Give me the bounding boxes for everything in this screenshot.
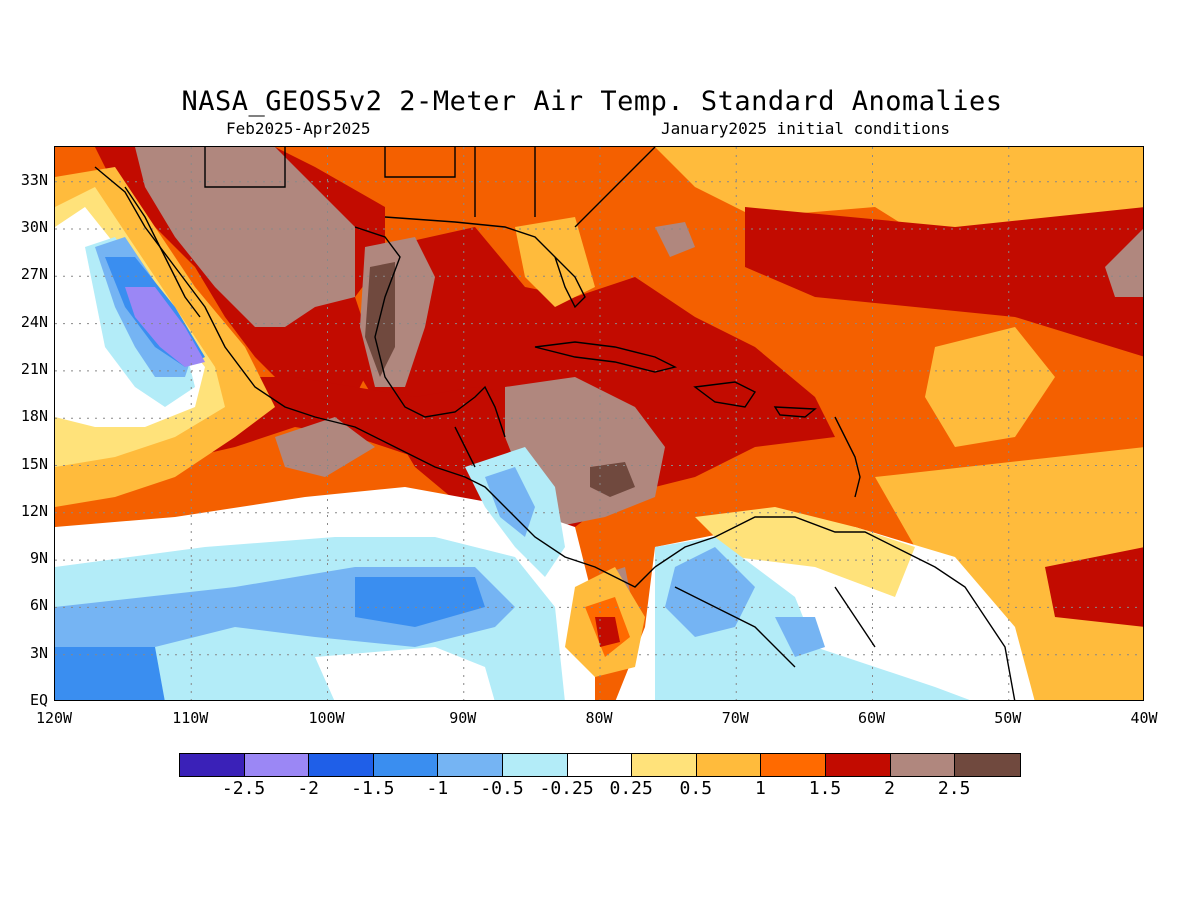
region-cool-mid-equator <box>55 647 165 700</box>
latitude-label: 27N <box>20 265 48 284</box>
coastline-south-america <box>654 516 1016 700</box>
colorbar-swatch <box>825 754 891 776</box>
coastline-cuba <box>534 341 678 373</box>
map-gridlines <box>55 147 1143 700</box>
longitude-label: 50W <box>994 709 1022 727</box>
colorbar-tick-label: 0.25 <box>609 778 653 799</box>
longitude-label: 70W <box>721 709 749 727</box>
region-cool-low-costa-rica <box>485 467 535 537</box>
latitude-label: 21N <box>20 359 48 378</box>
latitude-label: 9N <box>29 549 48 568</box>
latitude-label: 30N <box>20 218 48 236</box>
colorbar-swatch <box>761 754 826 776</box>
colorbar-swatch <box>309 754 374 776</box>
colorbar-swatch <box>244 754 310 776</box>
region-warm-high-colombia-coast <box>595 617 620 647</box>
colorbar-swatch <box>438 754 503 776</box>
coastline-lesser-antilles <box>834 416 861 498</box>
coastline-florida <box>384 216 586 309</box>
border-guatemala <box>454 426 476 468</box>
region-warm-very-high-central-america <box>275 417 375 477</box>
latitude-label: 18N <box>20 407 48 426</box>
region-warm-very-high-sargasso <box>655 222 695 257</box>
border-south-america <box>674 586 876 668</box>
longitude-label: 80W <box>585 709 613 727</box>
latitude-label: 33N <box>20 170 48 189</box>
latitude-label: 15N <box>20 454 48 473</box>
colorbar-tick-label: -0.5 <box>480 778 524 799</box>
longitude-label: 90W <box>449 709 477 727</box>
region-warm-extreme-caribbean <box>590 462 635 497</box>
colorbar-swatch <box>696 754 762 776</box>
region-warm-very-high-mexico <box>135 147 355 327</box>
region-cool-low-south-america <box>665 547 755 637</box>
longitude-label: 40W <box>1130 709 1158 727</box>
region-cool-very-high-pacific <box>125 287 205 367</box>
border-mexico-us <box>204 147 286 188</box>
colorbar-tick-label: 1.5 <box>808 778 842 799</box>
initial-conditions: January2025 initial conditions <box>661 119 950 138</box>
latitude-label: 24N <box>20 312 48 331</box>
colorbar-tick-label: 0.5 <box>679 778 713 799</box>
longitude-label: 110W <box>172 709 209 727</box>
coastline-gulf-of-mexico <box>354 226 506 438</box>
anomaly-map <box>54 146 1144 701</box>
coastlines <box>94 147 1016 700</box>
colorbar-tick-label: -1 <box>426 778 449 799</box>
region-warm-low-florida <box>515 217 595 307</box>
region-cool-low-amazon <box>775 617 825 657</box>
colorbar-tick-label: -2.5 <box>221 778 266 799</box>
colorbar-swatch <box>632 754 697 776</box>
region-warm-slight-south-america <box>695 507 915 597</box>
region-neutral-equator <box>315 647 495 700</box>
colorbar-tick-label: 2.5 <box>937 778 971 799</box>
latitude-label: 3N <box>29 643 48 662</box>
coastline-hispaniola <box>693 381 757 408</box>
coastline-west-mexico <box>94 166 656 588</box>
region-warm-high-atlantic-band <box>745 207 1143 357</box>
border-us-states <box>384 147 536 217</box>
anomaly-field <box>55 147 1143 700</box>
colorbar <box>179 753 1021 777</box>
region-warm-high-atlantic-east <box>1045 547 1143 627</box>
region-warm-low-atlantic-east <box>875 447 1143 700</box>
colorbar-tick-label: 2 <box>884 778 896 799</box>
colorbar-tick-label: -2 <box>297 778 320 799</box>
map-title: NASA_GEOS5v2 2-Meter Air Temp. Standard … <box>181 86 1003 117</box>
latitude-label: 12N <box>20 501 48 520</box>
coastline-puerto-rico <box>773 406 817 418</box>
region-cool-mid-south-pacific <box>355 577 485 627</box>
colorbar-swatch <box>955 754 1020 776</box>
colorbar-swatch <box>502 754 568 776</box>
colorbar-swatch <box>180 754 245 776</box>
latitude-label: EQ <box>29 691 48 709</box>
latitude-label: 6N <box>29 596 48 615</box>
coastline-baja-california <box>124 186 201 318</box>
region-warm-very-high-atlantic <box>1105 229 1143 297</box>
colorbar-tick-label: -1.5 <box>351 778 395 799</box>
region-warm-low-atlantic-mid <box>925 327 1055 447</box>
colorbar-swatch <box>373 754 439 776</box>
colorbar-tick-label: 1 <box>754 778 766 799</box>
colorbar-tick-label: -0.25 <box>539 778 594 799</box>
anomaly-regions <box>55 147 1143 700</box>
coastline-us-east <box>574 147 656 228</box>
longitude-label: 120W <box>35 709 73 727</box>
longitude-label: 60W <box>857 709 886 727</box>
colorbar-swatch <box>890 754 956 776</box>
forecast-period: Feb2025-Apr2025 <box>226 119 371 138</box>
colorbar-swatch <box>567 754 633 776</box>
longitude-label: 100W <box>308 709 345 727</box>
